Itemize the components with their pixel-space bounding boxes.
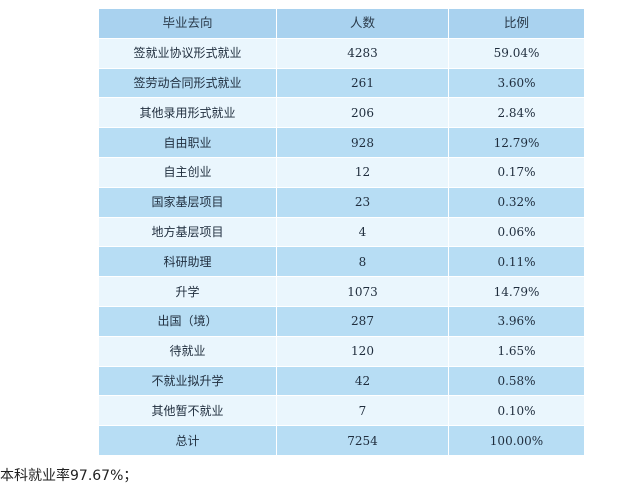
cell-ratio: 0.11% <box>448 246 585 278</box>
cell-destination: 待就业 <box>98 335 277 367</box>
cell-ratio: 12.79% <box>448 127 585 158</box>
cell-destination: 国家基层项目 <box>98 186 277 218</box>
table-row: 其他暂不就业 7 0.10% <box>98 395 585 427</box>
cell-destination: 科研助理 <box>98 246 277 278</box>
cell-ratio: 14.79% <box>448 276 585 307</box>
cell-ratio: 0.58% <box>448 365 585 397</box>
table-row: 不就业拟升学 42 0.58% <box>98 365 585 397</box>
cell-destination: 自主创业 <box>98 156 277 188</box>
table-row: 待就业 120 1.65% <box>98 335 585 367</box>
cell-ratio: 0.32% <box>448 186 585 218</box>
cell-destination: 不就业拟升学 <box>98 365 277 397</box>
cell-count: 23 <box>276 186 449 218</box>
cell-count: 12 <box>276 156 449 188</box>
table-row: 出国（境） 287 3.96% <box>98 305 585 337</box>
table-row: 其他录用形式就业 206 2.84% <box>98 97 585 129</box>
cell-count: 928 <box>276 127 449 158</box>
cell-count: 1073 <box>276 276 449 307</box>
table-row: 科研助理 8 0.11% <box>98 246 585 278</box>
cell-total-ratio: 100.00% <box>448 425 585 456</box>
cell-destination: 地方基层项目 <box>98 216 277 248</box>
cell-count: 4283 <box>276 37 449 69</box>
header-ratio: 比例 <box>448 8 585 39</box>
cell-total-count: 7254 <box>276 425 449 456</box>
cell-ratio: 0.10% <box>448 395 585 427</box>
cell-ratio: 3.60% <box>448 67 585 99</box>
cell-destination: 签就业协议形式就业 <box>98 37 277 69</box>
cell-destination: 其他录用形式就业 <box>98 97 277 129</box>
cell-ratio: 1.65% <box>448 335 585 367</box>
cell-count: 8 <box>276 246 449 278</box>
table-row: 签就业协议形式就业 4283 59.04% <box>98 37 585 69</box>
cell-ratio: 2.84% <box>448 97 585 129</box>
employment-destination-table: 毕业去向 人数 比例 签就业协议形式就业 4283 59.04% 签劳动合同形式… <box>98 8 585 456</box>
table-row: 自主创业 12 0.17% <box>98 156 585 188</box>
cell-ratio: 59.04% <box>448 37 585 69</box>
table-row: 国家基层项目 23 0.32% <box>98 186 585 218</box>
table-row: 升学 1073 14.79% <box>98 276 585 307</box>
cell-count: 42 <box>276 365 449 397</box>
cell-destination: 出国（境） <box>98 305 277 337</box>
cell-count: 120 <box>276 335 449 367</box>
header-destination: 毕业去向 <box>98 8 277 39</box>
cell-destination: 自由职业 <box>98 127 277 158</box>
table-header-row: 毕业去向 人数 比例 <box>98 8 585 39</box>
cell-destination: 其他暂不就业 <box>98 395 277 427</box>
header-count: 人数 <box>276 8 449 39</box>
cell-destination: 签劳动合同形式就业 <box>98 67 277 99</box>
table-total-row: 总计 7254 100.00% <box>98 425 585 456</box>
cell-ratio: 0.06% <box>448 216 585 248</box>
cell-ratio: 3.96% <box>448 305 585 337</box>
cell-count: 4 <box>276 216 449 248</box>
cell-count: 7 <box>276 395 449 427</box>
cell-count: 287 <box>276 305 449 337</box>
table-row: 地方基层项目 4 0.06% <box>98 216 585 248</box>
cell-count: 261 <box>276 67 449 99</box>
cell-ratio: 0.17% <box>448 156 585 188</box>
employment-table-container: 毕业去向 人数 比例 签就业协议形式就业 4283 59.04% 签劳动合同形式… <box>98 8 585 456</box>
cell-count: 206 <box>276 97 449 129</box>
table-row: 签劳动合同形式就业 261 3.60% <box>98 67 585 99</box>
table-row: 自由职业 928 12.79% <box>98 127 585 158</box>
employment-rate-note: 本科就业率97.67%； <box>0 468 138 484</box>
cell-total-label: 总计 <box>98 425 277 456</box>
cell-destination: 升学 <box>98 276 277 307</box>
